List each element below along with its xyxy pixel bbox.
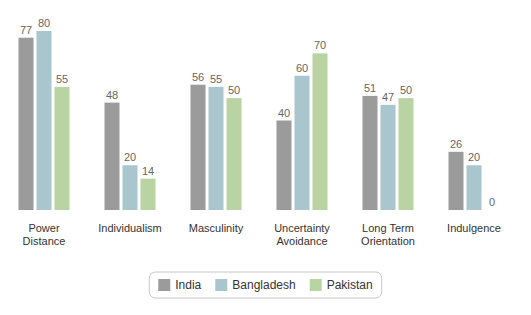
bar (191, 85, 206, 210)
legend-label: Pakistan (327, 278, 373, 292)
category-label: UncertaintyAvoidance (274, 222, 330, 247)
bar (19, 38, 34, 210)
data-label: 50 (228, 84, 240, 96)
bar (467, 165, 482, 210)
data-label: 0 (489, 196, 495, 208)
bar (227, 98, 242, 210)
data-label: 55 (56, 73, 68, 85)
data-label: 56 (192, 71, 204, 83)
data-label: 60 (296, 62, 308, 74)
category-label: PowerDistance (23, 222, 66, 247)
bar (381, 105, 396, 210)
chart-svg: 77 80 55 PowerDistance 48 20 14 Individualism 56… (0, 0, 531, 315)
category-label: Indulgence (447, 222, 501, 234)
legend-swatch (215, 279, 227, 291)
data-label: 40 (278, 107, 290, 119)
legend-swatch (158, 279, 170, 291)
data-label: 20 (124, 151, 136, 163)
legend-swatch (310, 279, 322, 291)
bar (55, 87, 70, 210)
labels: 77 80 55 PowerDistance 48 20 14 Individualism 56… (20, 17, 501, 247)
legend-item: Pakistan (310, 278, 373, 292)
data-label: 48 (106, 89, 118, 101)
data-label: 51 (364, 82, 376, 94)
legend: India Bangladesh Pakistan (149, 272, 381, 298)
bar (277, 121, 292, 211)
bars (19, 31, 482, 210)
data-label: 80 (38, 17, 50, 29)
legend-box (149, 272, 381, 298)
bar (141, 179, 156, 210)
legend-item: India (158, 278, 201, 292)
bar (485, 210, 500, 211)
legend-item: Bangladesh (215, 278, 295, 292)
bar (313, 53, 328, 210)
data-label: 14 (142, 165, 154, 177)
bar (105, 103, 120, 210)
data-label: 55 (210, 73, 222, 85)
data-label: 47 (382, 91, 394, 103)
bar (209, 87, 224, 210)
bar (449, 152, 464, 210)
data-label: 50 (400, 84, 412, 96)
category-label: Masculinity (189, 222, 244, 234)
legend-label: India (175, 278, 201, 292)
data-label: 70 (314, 39, 326, 51)
category-label: Long TermOrientation (361, 222, 415, 247)
bar (399, 98, 414, 210)
bar (295, 76, 310, 210)
legend-label: Bangladesh (232, 278, 295, 292)
data-label: 20 (468, 151, 480, 163)
bar (37, 31, 52, 210)
data-label: 26 (450, 138, 462, 150)
category-label: Individualism (98, 222, 162, 234)
bar (123, 165, 138, 210)
data-label: 77 (20, 24, 32, 36)
bar (363, 96, 378, 210)
chart-container: 77 80 55 PowerDistance 48 20 14 Individualism 56… (0, 0, 531, 315)
